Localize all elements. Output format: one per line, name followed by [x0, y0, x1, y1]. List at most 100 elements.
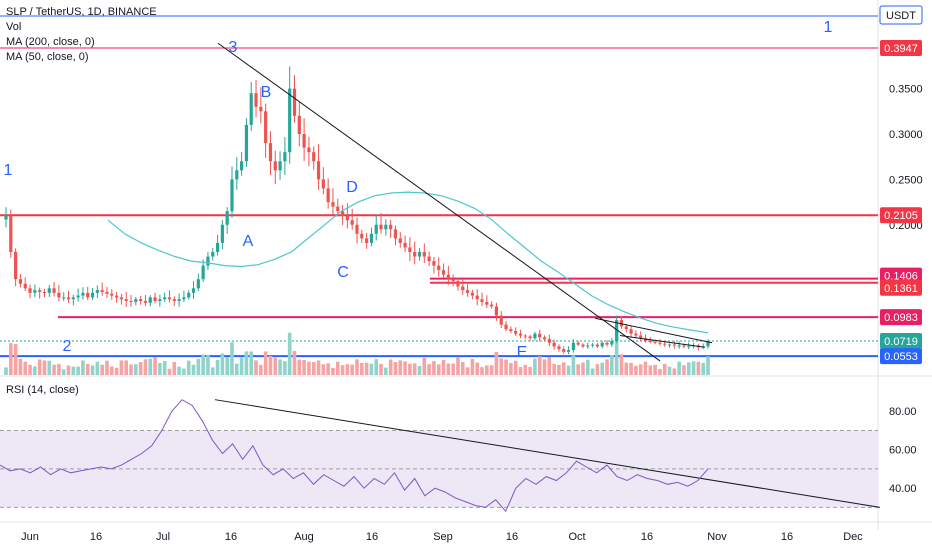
candle-body: [624, 326, 628, 330]
time-tick-label: Oct: [568, 531, 585, 543]
candle-body: [191, 288, 196, 293]
rsi-series-line: [0, 399, 709, 513]
candle-body: [225, 211, 229, 225]
volume-bar: [153, 357, 157, 375]
time-tick-label: Jul: [156, 531, 170, 543]
candle-body: [283, 152, 287, 162]
candle-body: [288, 88, 292, 153]
volume-bar: [696, 361, 701, 375]
wave-label: 1: [824, 19, 833, 36]
volume-bar: [61, 369, 66, 375]
volume-legend[interactable]: Vol: [6, 21, 22, 33]
volume-bar: [249, 351, 254, 375]
symbol-title[interactable]: SLP / TetherUS, 1D, BINANCE: [6, 6, 157, 18]
volume-bar: [364, 362, 369, 375]
volume-bar: [417, 366, 422, 375]
volume-bar: [552, 363, 556, 375]
candle-body: [230, 179, 234, 212]
candle-body: [509, 329, 513, 331]
candle-body: [158, 299, 162, 302]
volume-bar: [90, 365, 95, 375]
wave-label: D: [346, 179, 358, 196]
volume-bar: [436, 364, 441, 375]
time-tick-label: Jun: [21, 531, 39, 543]
rsi-legend[interactable]: RSI (14, close): [6, 384, 79, 396]
candle-body: [538, 333, 542, 338]
volume-bar: [369, 363, 374, 375]
ma50-legend[interactable]: MA (50, close, 0): [6, 51, 89, 63]
candle-body: [365, 238, 369, 243]
candle-body: [562, 349, 566, 352]
volume-bar: [528, 366, 532, 375]
candle-body: [552, 342, 556, 347]
volume-bar: [71, 366, 76, 375]
candle-body: [42, 291, 47, 293]
volume-bar: [13, 343, 18, 375]
candle-body: [336, 206, 340, 212]
volume-bar: [686, 362, 691, 375]
volume-bar: [576, 364, 580, 375]
price-label-text: 0.0553: [884, 351, 918, 363]
candle-body: [4, 215, 8, 220]
candle-body: [528, 336, 532, 339]
volume-bar: [480, 367, 484, 375]
volume-bar: [432, 361, 436, 375]
volume-bars: [4, 330, 710, 375]
candle-body: [95, 290, 99, 293]
volume-bar: [412, 363, 417, 375]
candle-body: [134, 299, 138, 302]
candle-body: [634, 333, 638, 336]
volume-bar: [37, 359, 42, 375]
volume-bar: [499, 358, 504, 375]
volume-bar: [18, 358, 23, 375]
volume-bar: [398, 360, 403, 375]
candle-body: [345, 215, 349, 221]
candle-body: [14, 252, 18, 280]
candle-body: [465, 290, 470, 293]
candle-body: [432, 261, 436, 266]
candle-body: [576, 342, 580, 345]
volume-bar: [634, 365, 638, 375]
volume-bar: [95, 361, 100, 375]
volume-bar: [263, 351, 268, 375]
volume-bar: [595, 364, 600, 375]
volume-bar: [220, 353, 225, 375]
volume-bar: [52, 364, 56, 375]
candle-body: [350, 220, 354, 225]
volume-bar: [206, 355, 210, 375]
candle-body: [610, 340, 614, 345]
volume-bar: [172, 361, 177, 375]
volume-bar: [47, 360, 52, 375]
volume-bar: [662, 363, 667, 375]
wave-label: E: [517, 344, 528, 361]
volume-bar: [201, 354, 205, 375]
candle-body: [355, 224, 359, 234]
candle-body: [119, 297, 123, 300]
volume-bar: [4, 367, 8, 375]
candle-body: [446, 274, 450, 280]
volume-bar: [326, 363, 330, 375]
price-label-text: 0.0719: [884, 336, 918, 348]
candle-body: [100, 290, 104, 292]
candle-body: [490, 304, 494, 307]
volume-bar: [590, 368, 595, 375]
candle-body: [417, 252, 422, 257]
candle-body: [90, 292, 95, 298]
wedge-lower-line: [619, 335, 706, 348]
candle-body: [326, 188, 330, 203]
volume-bar: [422, 357, 427, 375]
price-label-box: [880, 309, 922, 326]
wave-label: C: [337, 264, 349, 281]
price-label-box: [880, 333, 922, 350]
volume-bar: [403, 361, 407, 375]
candle-body: [172, 299, 176, 302]
volume-bar: [345, 364, 350, 375]
horizontal-levels: [0, 15, 878, 358]
volume-bar: [167, 368, 172, 375]
ma200-legend[interactable]: MA (200, close, 0): [6, 36, 95, 48]
candle-body: [177, 299, 181, 302]
volume-bar: [28, 364, 32, 375]
candle-body: [316, 161, 321, 180]
